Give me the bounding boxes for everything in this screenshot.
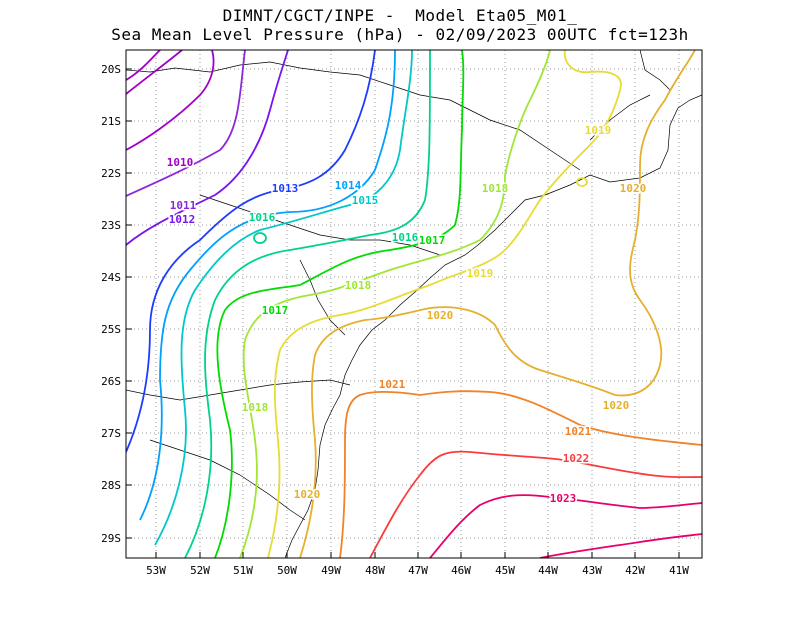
isobar-label: 1018 — [345, 279, 372, 292]
isobar-label: 1011 — [170, 199, 197, 212]
y-tick-label: 28S — [101, 479, 121, 492]
isobar-1016 — [253, 232, 267, 244]
isobar-1021 — [339, 390, 702, 558]
isobar-1013 — [126, 50, 376, 453]
y-tick-label: 20S — [101, 63, 121, 76]
isobar-1022 — [369, 450, 702, 558]
state-border-2 — [199, 194, 441, 256]
isobar-label: 1016 — [392, 231, 419, 244]
isobar-label: 1020 — [620, 182, 647, 195]
isobar-label: 1020 — [294, 488, 321, 501]
state-border-4 — [126, 379, 351, 401]
x-tick-label: 46W — [451, 564, 471, 577]
isobar-label: 1019 — [585, 124, 612, 137]
isobar-1015 — [154, 50, 413, 546]
x-tick-label: 47W — [408, 564, 428, 577]
isobar-label: 1018 — [482, 182, 509, 195]
isobar-label: 1015 — [352, 194, 379, 207]
x-tick-label: 41W — [669, 564, 689, 577]
isobar-label: 1018 — [242, 401, 269, 414]
isobar-label: 1014 — [335, 179, 362, 192]
isobar-1018 — [239, 50, 551, 558]
isobar-label: 1017 — [419, 234, 446, 247]
isobar-label: 1016 — [249, 211, 276, 224]
x-tick-label: 45W — [495, 564, 515, 577]
x-tick-label: 49W — [321, 564, 341, 577]
isobar-1020 — [299, 50, 696, 558]
isobar-label: 1013 — [272, 182, 299, 195]
isobar-1017 — [214, 50, 465, 558]
y-tick-label: 29S — [101, 532, 121, 545]
y-tick-label: 22S — [101, 167, 121, 180]
isobar-label: 1021 — [565, 425, 592, 438]
isobar-label: 1017 — [262, 304, 289, 317]
x-tick-label: 50W — [277, 564, 297, 577]
x-tick-label: 48W — [365, 564, 385, 577]
y-tick-label: 25S — [101, 323, 121, 336]
isobar-1010 — [126, 50, 183, 95]
isobar-label: 1023 — [550, 492, 577, 505]
state-border-3 — [299, 259, 346, 336]
state-border-5 — [149, 439, 306, 521]
y-tick-label: 27S — [101, 427, 121, 440]
isobar-label: 1020 — [603, 399, 630, 412]
isobar-1019 — [267, 50, 622, 558]
isobar-1023 — [429, 494, 702, 558]
x-tick-label: 43W — [582, 564, 602, 577]
x-tick-label: 42W — [625, 564, 645, 577]
x-tick-label: 52W — [190, 564, 210, 577]
x-tick-label: 51W — [233, 564, 253, 577]
isobar-1016 — [184, 50, 431, 558]
isobar-label: 1021 — [379, 378, 406, 391]
isobar-label: 1022 — [563, 452, 590, 465]
y-tick-label: 21S — [101, 115, 121, 128]
coastline-and-borders — [126, 50, 702, 558]
coastline — [284, 94, 702, 558]
isobar-label: 1012 — [169, 213, 196, 226]
isobar-1012 — [126, 50, 289, 246]
y-tick-label: 26S — [101, 375, 121, 388]
isobar-label: 1019 — [467, 267, 494, 280]
x-tick-label: 44W — [538, 564, 558, 577]
state-border-6 — [639, 50, 671, 91]
isobar-1023 — [539, 533, 702, 558]
state-border-1 — [126, 61, 581, 171]
isobar-1010 — [126, 50, 215, 151]
isobar-1019 — [576, 177, 588, 187]
y-tick-label: 24S — [101, 271, 121, 284]
isobar-1014 — [139, 50, 396, 521]
x-tick-label: 53W — [146, 564, 166, 577]
axis-ticks: 53W 52W 51W 50W 49W 48W 47W 46W 45W 44W 43W 42W 41W 2… — [101, 63, 689, 577]
isobar-1010 — [126, 50, 161, 81]
map-title-line1: DIMNT/CGCT/INPE - Model Eta05_M01_ — [222, 6, 578, 25]
isobar-label: 1010 — [167, 156, 194, 169]
state-border-7 — [589, 94, 651, 141]
map-title-line2: Sea Mean Level Pressure (hPa) - 02/09/20… — [111, 25, 689, 44]
isobar-label: 1020 — [427, 309, 454, 322]
y-tick-label: 23S — [101, 219, 121, 232]
isobar-1011 — [126, 50, 246, 197]
isobars — [126, 50, 702, 558]
map-frame — [125, 49, 703, 559]
